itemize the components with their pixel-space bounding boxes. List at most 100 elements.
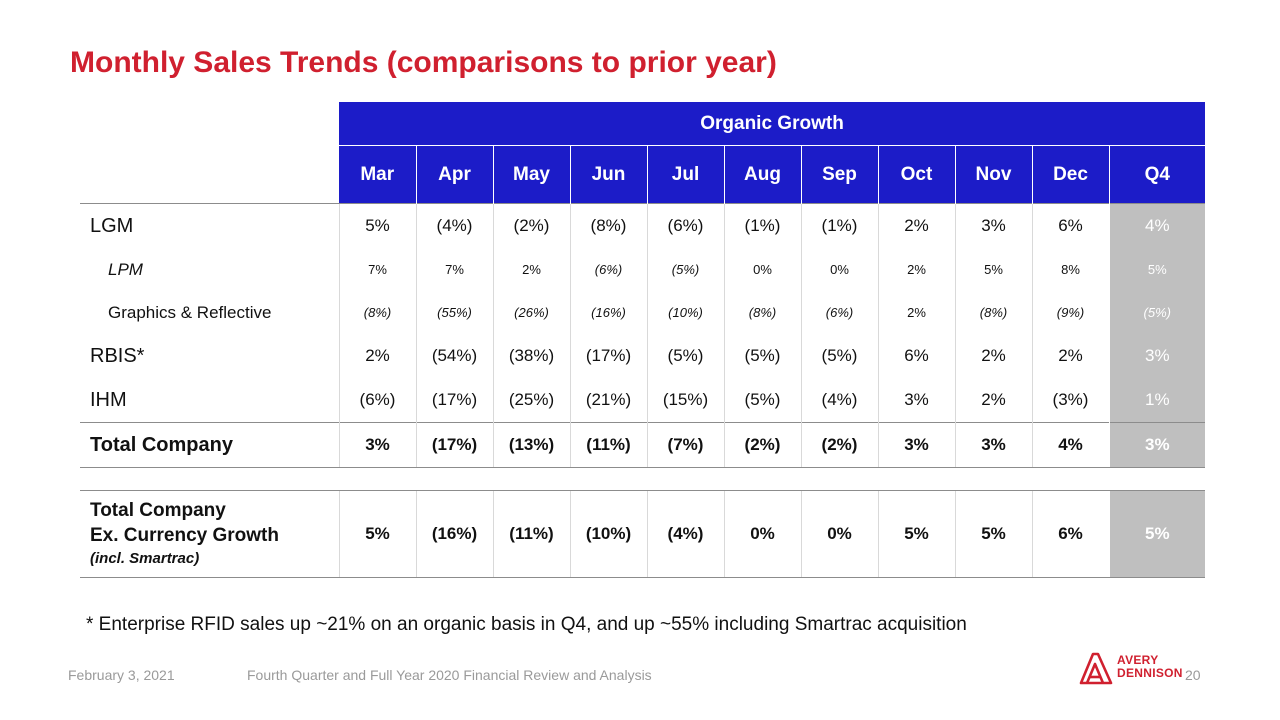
q4-cell: 5% [1108,248,1206,291]
table-cell: 6% [1031,490,1109,578]
table-cell: (5%) [646,334,724,378]
table-cell: 2% [954,334,1032,378]
column-header-q4: Q4 [1108,145,1206,204]
table-cell: (4%) [646,490,724,578]
table-cell: 5% [877,490,955,578]
table-cell: 5% [954,248,1032,291]
table-cell: (8%) [723,291,801,334]
table-cell: (25%) [492,378,570,423]
table-cell: (4%) [800,378,878,423]
column-header: Apr [415,145,493,204]
table-cell: (6%) [646,203,724,248]
row-label: Graphics & Reflective [108,302,272,322]
table-cell: 2% [877,291,955,334]
q4-cell: 5% [1108,490,1206,578]
table-row-total-company: Total Company 3% (17%) (13%) (11%) (7%) … [80,422,1206,468]
q4-cell: 1% [1108,378,1206,423]
column-header: May [492,145,570,204]
row-label: LGM [80,203,339,248]
q4-cell: (5%) [1108,291,1206,334]
table-cell: (5%) [723,378,801,423]
q4-cell: 3% [1108,422,1206,468]
column-header: Mar [339,145,416,204]
table-cell: (16%) [415,490,493,578]
table-cell: (54%) [415,334,493,378]
table-cell: 5% [954,490,1032,578]
logo-line2: DENNISON [1117,666,1183,680]
table-cell: 4% [1031,422,1109,468]
table-cell: (38%) [492,334,570,378]
footnote: * Enterprise RFID sales up ~21% on an or… [86,614,967,635]
table-cell: (5%) [723,334,801,378]
table-cell: (2%) [723,422,801,468]
table-cell: (11%) [569,422,647,468]
table-cell: 0% [800,490,878,578]
table-cell: (11%) [492,490,570,578]
table-row-lgm: LGM 5% (4%) (2%) (8%) (6%) (1%) (1%) 2% … [80,203,1206,248]
table-cell: (8%) [569,203,647,248]
column-header: Jun [569,145,647,204]
table-cell: (17%) [415,422,493,468]
table-cell: 6% [877,334,955,378]
table-cell: 3% [338,422,416,468]
table-cell: 3% [954,203,1032,248]
table-row-rbis: RBIS* 2% (54%) (38%) (17%) (5%) (5%) (5%… [80,334,1206,378]
table-cell: (2%) [492,203,570,248]
q4-cell: 3% [1108,334,1206,378]
table-cell: 2% [492,248,570,291]
table-cell: 3% [954,422,1032,468]
table-cell: 7% [415,248,493,291]
table-cell: 6% [1031,203,1109,248]
organic-growth-header: Organic Growth [339,102,1206,146]
table-cell: (8%) [338,291,416,334]
table-cell: (21%) [569,378,647,423]
table-cell: (5%) [646,248,724,291]
page-title: Monthly Sales Trends (comparisons to pri… [70,46,777,79]
footer-date: February 3, 2021 [68,667,175,683]
table-cell: 7% [338,248,416,291]
table-row-lpm: LPM 7% 7% 2% (6%) (5%) 0% 0% 2% 5% 8% 5% [80,248,1206,291]
table-row-graphics-reflective: Graphics & Reflective (8%) (55%) (26%) (… [80,291,1206,334]
column-header: Jul [646,145,724,204]
table-spacer [80,467,1206,491]
page-number: 20 [1185,667,1201,683]
table-cell: (9%) [1031,291,1109,334]
row-label: IHM [90,388,127,411]
table-cell: 8% [1031,248,1109,291]
q4-cell: 4% [1108,203,1206,248]
table-cell: 0% [723,490,801,578]
table-cell: (15%) [646,378,724,423]
avery-dennison-logo: AVERY DENNISON [1078,650,1182,686]
table-cell: 3% [877,378,955,423]
column-header: Dec [1031,145,1109,204]
table-cell: 2% [1031,334,1109,378]
table-cell: (10%) [569,490,647,578]
table-cell: (7%) [646,422,724,468]
table-cell: (1%) [800,203,878,248]
header-blank-cell [80,145,339,204]
table-cell: (8%) [954,291,1032,334]
row-label: Total Company Ex. Currency Growth (incl.… [80,490,339,578]
header-blank-cell [80,102,339,146]
row-label: RBIS* [90,344,145,367]
column-header: Nov [954,145,1032,204]
table-cell: (16%) [569,291,647,334]
row-label: Total Company [80,422,339,468]
row-label-line1: Total Company [90,500,226,521]
table-cell: 3% [877,422,955,468]
table-cell: 2% [338,334,416,378]
table-cell: (55%) [415,291,493,334]
table-cell: (6%) [338,378,416,423]
table-cell: 2% [954,378,1032,423]
table-cell: (3%) [1031,378,1109,423]
table-cell: 0% [723,248,801,291]
logo-line1: AVERY [1117,653,1159,667]
table-cell: (10%) [646,291,724,334]
table-cell: 5% [338,490,416,578]
table-cell: 0% [800,248,878,291]
column-header: Oct [877,145,955,204]
table-cell: 2% [877,203,955,248]
table-row-ex-currency: Total Company Ex. Currency Growth (incl.… [80,490,1206,578]
table-cell: (4%) [415,203,493,248]
row-label-line3: (incl. Smartrac) [90,550,200,567]
